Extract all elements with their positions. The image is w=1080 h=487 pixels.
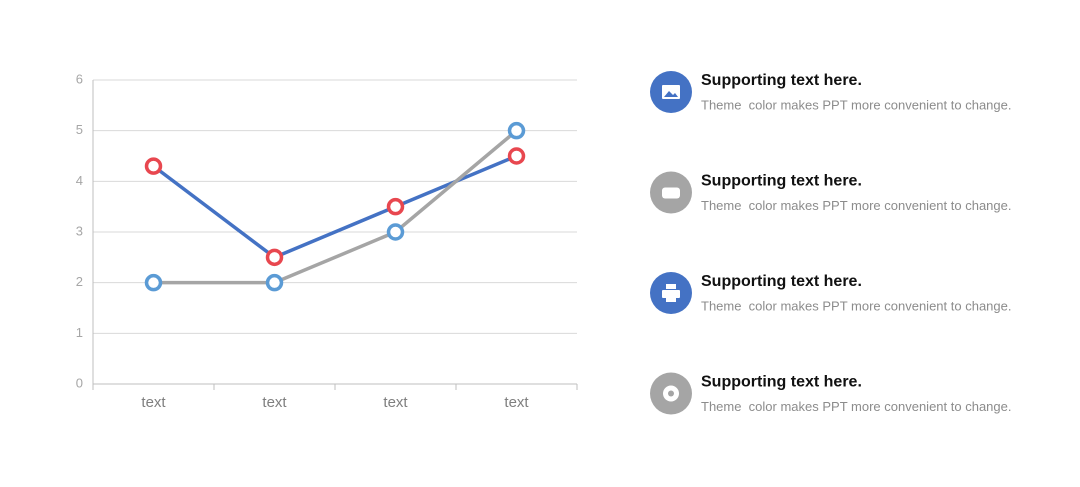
y-tick-label: 1: [76, 325, 83, 340]
icon-glyph: [666, 295, 676, 302]
x-tick-label: text: [141, 394, 166, 411]
icon-glyph: [662, 187, 680, 199]
data-point: [265, 273, 284, 292]
y-tick-label: 0: [76, 375, 83, 390]
data-point: [144, 273, 163, 292]
icon-glyph: [664, 91, 678, 97]
series-line: [153, 129, 518, 285]
item-title: Supporting text here.: [701, 173, 862, 190]
item-text: Theme color makes PPT more convenient to…: [701, 298, 1011, 313]
icon-glyph: [666, 284, 676, 289]
item-title: Supporting text here.: [701, 273, 862, 290]
x-tick-label: text: [383, 394, 408, 411]
data-point: [507, 121, 526, 140]
item-text: Theme color makes PPT more convenient to…: [701, 399, 1011, 414]
y-tick-label: 4: [76, 173, 83, 188]
x-tick-label: text: [504, 394, 529, 411]
data-point: [144, 157, 163, 175]
item-title: Supporting text here.: [701, 374, 862, 391]
data-point: [265, 248, 284, 267]
item-text: Theme color makes PPT more convenient to…: [701, 97, 1011, 112]
y-tick-label: 3: [76, 223, 83, 238]
x-tick-label: text: [262, 394, 287, 411]
icon-glyph: [668, 390, 674, 397]
y-tick-label: 2: [76, 274, 83, 289]
y-tick-label: 5: [76, 122, 83, 137]
y-tick-label: 6: [76, 71, 83, 86]
item-title: Supporting text here.: [701, 72, 862, 89]
data-point: [386, 197, 405, 216]
data-point: [507, 147, 526, 165]
data-point: [386, 223, 405, 241]
series-line: [152, 154, 518, 260]
item-text: Theme color makes PPT more convenient to…: [701, 198, 1011, 213]
